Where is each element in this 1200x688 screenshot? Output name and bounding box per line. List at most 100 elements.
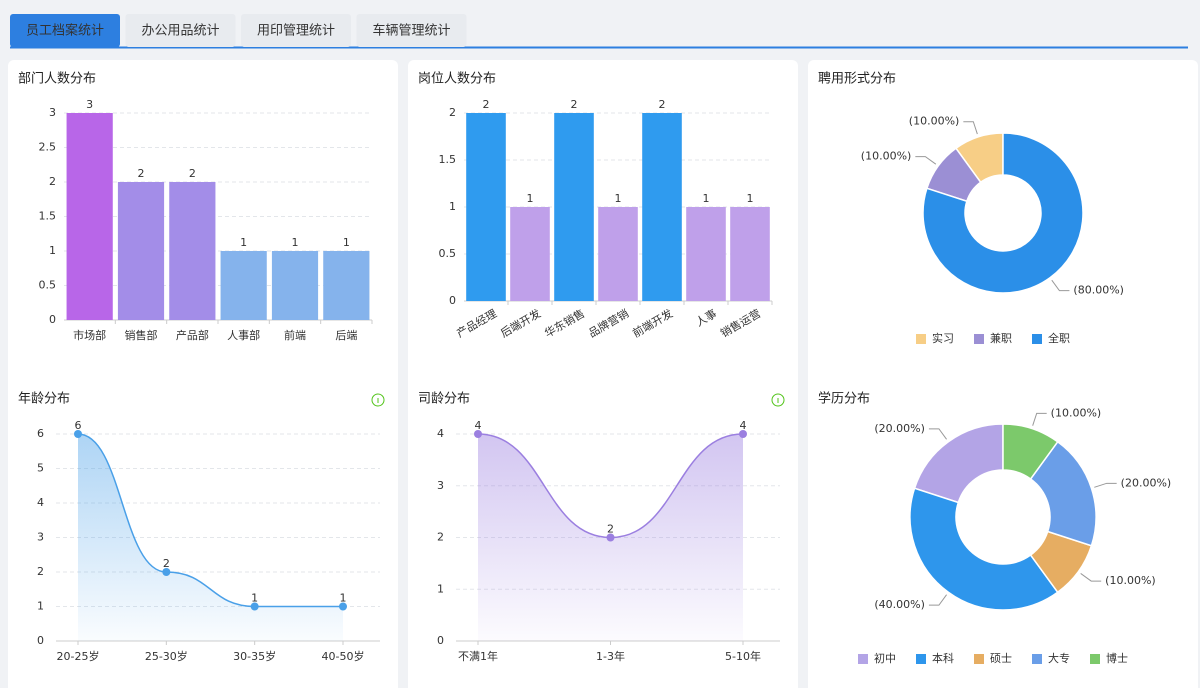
bar xyxy=(510,207,550,301)
leader-line xyxy=(1094,482,1117,488)
legend-label: 兼职 xyxy=(990,332,1012,345)
chart-title: 部门人数分布 xyxy=(18,72,96,87)
legend-swatch xyxy=(974,654,984,664)
bar xyxy=(66,113,113,320)
y-tick-label: 2 xyxy=(437,531,444,544)
value-label: 1 xyxy=(527,192,534,205)
tab[interactable] xyxy=(356,14,467,47)
x-tick-label: 不满1年 xyxy=(458,649,498,663)
tab[interactable] xyxy=(10,14,120,47)
legend-swatch xyxy=(858,654,868,664)
value-label: (20.00%) xyxy=(874,422,925,435)
x-tick-label: 后端 xyxy=(335,329,357,342)
y-tick-label: 4 xyxy=(437,427,444,440)
value-label: 4 xyxy=(740,419,747,432)
tab-label[interactable]: 用印管理统计 xyxy=(257,24,335,39)
value-label: 2 xyxy=(189,167,196,180)
y-tick-label: 0 xyxy=(37,634,44,647)
value-label: 1 xyxy=(343,236,350,249)
x-tick-label: 前端 xyxy=(284,328,306,342)
legend-label: 大专 xyxy=(1048,651,1070,665)
y-tick-label: 3 xyxy=(49,106,56,119)
value-label: (10.00%) xyxy=(909,115,960,128)
point xyxy=(74,430,82,438)
chart-title: 年龄分布 xyxy=(18,392,70,407)
info-icon xyxy=(771,393,785,407)
leader-line xyxy=(928,594,947,606)
y-tick-label: 5 xyxy=(37,462,44,475)
value-label: (10.00%) xyxy=(861,150,912,163)
x-tick-label: 40-50岁 xyxy=(322,649,365,663)
point xyxy=(739,430,747,438)
legend-label: 初中 xyxy=(874,651,896,665)
card xyxy=(808,380,1198,688)
y-tick-label: 2.5 xyxy=(39,141,57,154)
tab-label[interactable]: 办公用品统计 xyxy=(141,24,219,39)
chart-title: 司龄分布 xyxy=(418,392,470,407)
area xyxy=(78,434,343,641)
tab[interactable] xyxy=(241,14,351,47)
value-label: 2 xyxy=(571,98,578,111)
point xyxy=(606,533,615,542)
tab-label[interactable]: 车辆管理统计 xyxy=(372,23,450,39)
x-tick-label: 25-30岁 xyxy=(145,649,188,663)
y-tick-label: 3 xyxy=(437,479,444,492)
legend-swatch xyxy=(1090,654,1100,664)
leader-line xyxy=(963,121,978,135)
point xyxy=(339,602,347,611)
value-label: 1 xyxy=(747,192,754,205)
value-label: 1 xyxy=(292,236,299,249)
leader-line xyxy=(915,156,937,165)
x-tick-label: 人事部 xyxy=(227,328,260,342)
chart-title: 聘用形式分布 xyxy=(818,72,896,87)
chart-title: 学历分布 xyxy=(818,391,870,407)
point xyxy=(474,430,482,438)
line xyxy=(77,433,343,608)
leader-line xyxy=(1032,412,1047,426)
y-tick-label: 2 xyxy=(449,106,456,119)
tab-label[interactable]: 员工档案统计 xyxy=(26,24,104,39)
legend-swatch xyxy=(1032,334,1042,344)
value-label: 1 xyxy=(615,192,622,205)
point xyxy=(162,568,171,576)
y-tick-label: 2 xyxy=(37,565,44,578)
y-tick-label: 0.5 xyxy=(439,247,457,260)
legend-label: 实习 xyxy=(932,331,954,345)
bar xyxy=(169,182,216,320)
y-tick-label: 4 xyxy=(37,496,44,509)
value-label: (10.00%) xyxy=(1051,406,1102,419)
y-tick-label: 0 xyxy=(437,634,444,647)
x-tick-label: 30-35岁 xyxy=(233,649,276,663)
bar xyxy=(220,251,267,320)
leader-line xyxy=(1051,279,1070,292)
y-tick-label: 3 xyxy=(37,531,44,544)
x-tick-label: 5-10年 xyxy=(725,649,761,663)
tab[interactable] xyxy=(125,14,236,47)
y-tick-label: 0.5 xyxy=(39,279,57,292)
bar xyxy=(117,182,165,320)
x-tick-label: 20-25岁 xyxy=(57,649,100,663)
slice xyxy=(922,132,1084,294)
card xyxy=(8,380,398,688)
chart-title: 岗位人数分布 xyxy=(418,72,496,87)
value-label: 4 xyxy=(475,419,482,432)
bar xyxy=(323,251,370,320)
y-tick-label: 1 xyxy=(49,244,56,257)
x-tick-label: 1-3年 xyxy=(596,649,625,663)
slice xyxy=(1002,423,1059,481)
value-label: 1 xyxy=(340,592,347,605)
value-label: 2 xyxy=(483,98,490,111)
value-label: (10.00%) xyxy=(1105,574,1156,587)
legend-label: 本科 xyxy=(932,651,954,665)
value-label: 1 xyxy=(251,592,258,605)
value-label: 2 xyxy=(659,98,666,111)
bar xyxy=(598,207,638,301)
leader-line xyxy=(928,428,947,440)
value-label: 2 xyxy=(138,167,145,180)
y-tick-label: 2 xyxy=(49,175,56,188)
y-tick-label: 1 xyxy=(437,582,444,595)
bar xyxy=(466,113,506,301)
x-tick-label: 产品部 xyxy=(176,328,209,342)
